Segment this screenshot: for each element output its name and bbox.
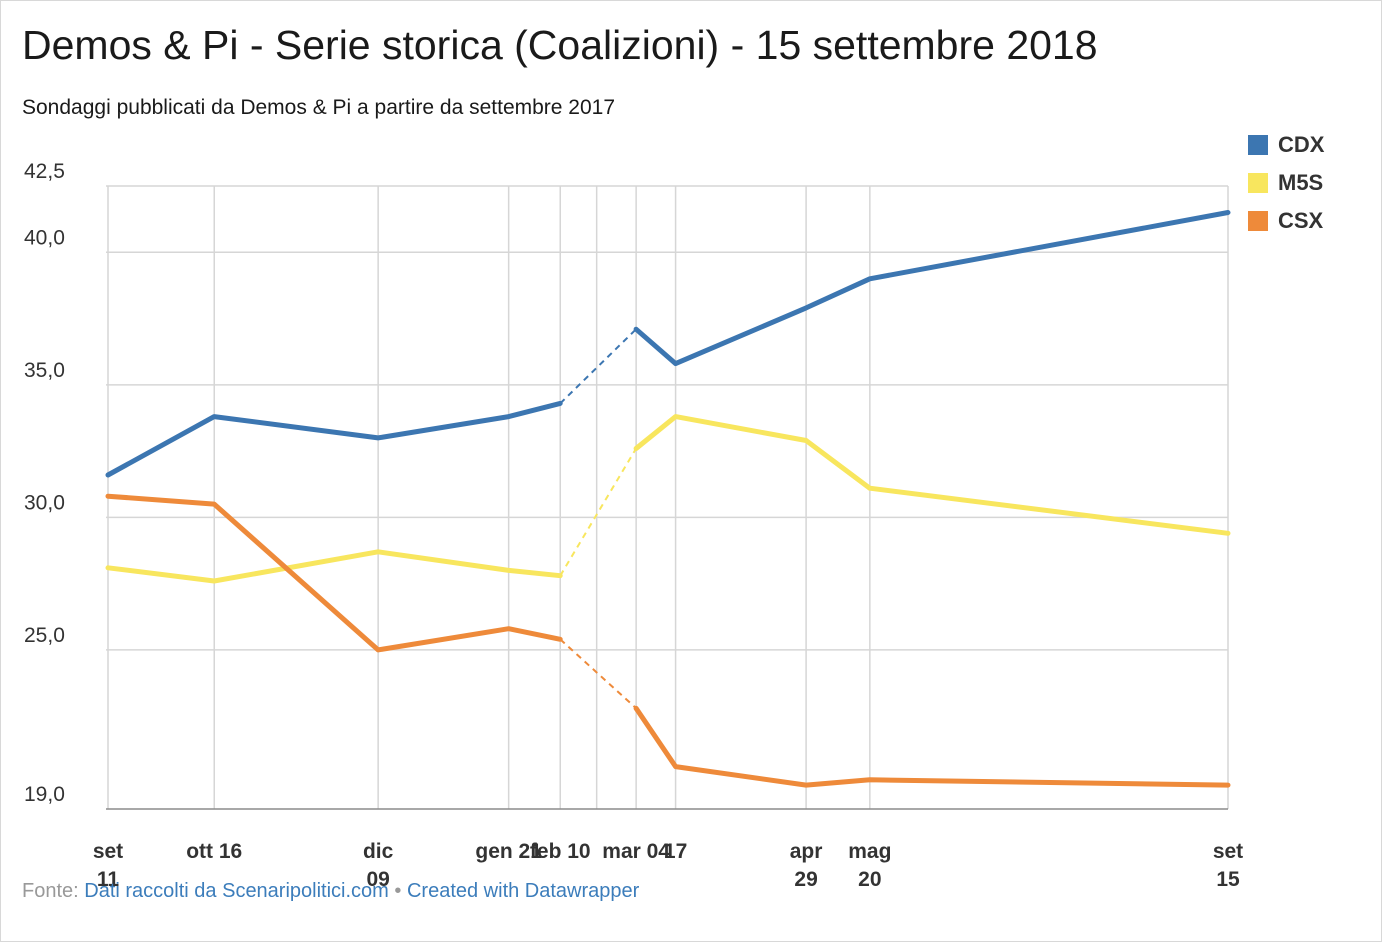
- data-point-cdx[interactable]: [804, 305, 809, 310]
- y-tick-label: 30,0: [24, 491, 65, 514]
- footer-source-label: Fonte:: [22, 880, 79, 902]
- x-tick-label: dic: [363, 840, 394, 863]
- series-line-m5s-before: [105, 549, 563, 584]
- data-point-m5s[interactable]: [1226, 531, 1230, 536]
- data-point-m5s[interactable]: [867, 486, 872, 491]
- footer-source-link[interactable]: Dati raccolti da Scenaripolitici.com: [84, 880, 389, 902]
- x-tick-label: apr: [790, 840, 823, 863]
- footer-separator: •: [394, 880, 402, 902]
- footer: Fonte: Dati raccolti da Scenaripolitici.…: [22, 880, 639, 903]
- legend-label-csx: CSX: [1278, 208, 1324, 233]
- data-point-m5s[interactable]: [558, 573, 563, 578]
- data-point-csx[interactable]: [673, 764, 678, 769]
- data-point-csx[interactable]: [506, 626, 511, 631]
- legend-swatch-m5s: [1248, 173, 1268, 193]
- x-tick-label-line2: 29: [794, 868, 817, 891]
- x-tick-label: mag: [848, 840, 891, 863]
- series-line-m5s-after: [633, 414, 1231, 536]
- y-tick-label: 35,0: [24, 359, 65, 382]
- data-point-csx[interactable]: [867, 777, 872, 782]
- series-gap-cdx: [559, 328, 637, 405]
- legend-item-m5s[interactable]: M5S: [1248, 164, 1324, 202]
- x-tick-label-line2: 15: [1216, 868, 1240, 891]
- data-point-csx[interactable]: [1226, 783, 1230, 788]
- data-point-csx[interactable]: [634, 706, 639, 711]
- legend-swatch-cdx: [1248, 135, 1268, 155]
- y-tick-label: 42,5: [24, 160, 65, 183]
- data-point-m5s[interactable]: [506, 568, 511, 573]
- data-point-m5s[interactable]: [212, 579, 217, 584]
- data-point-cdx[interactable]: [673, 361, 678, 366]
- grid-layer: [106, 185, 1229, 810]
- data-point-m5s[interactable]: [804, 438, 809, 443]
- data-point-csx[interactable]: [804, 783, 809, 788]
- x-tick-label: mar 04: [602, 840, 670, 863]
- y-tick-label: 40,0: [24, 226, 65, 249]
- y-tick-label: 25,0: [24, 624, 65, 647]
- x-tick-label-line2: 11: [97, 868, 120, 891]
- data-point-m5s[interactable]: [634, 446, 639, 451]
- series-line-csx-after: [633, 705, 1231, 788]
- data-point-cdx[interactable]: [376, 435, 381, 440]
- series-layer: [105, 210, 1231, 788]
- legend: CDX M5S CSX: [1248, 126, 1324, 240]
- legend-item-cdx[interactable]: CDX: [1248, 126, 1324, 164]
- data-point-cdx[interactable]: [506, 414, 511, 419]
- x-tick-label-line2: 20: [858, 868, 881, 891]
- y-tick-labels: 19,0 25,0 30,0 35,0 40,0 42,5: [24, 160, 65, 806]
- data-point-cdx[interactable]: [106, 472, 110, 477]
- data-point-m5s[interactable]: [673, 414, 678, 419]
- chart-subtitle: Sondaggi pubblicati da Demos & Pi a part…: [22, 96, 616, 119]
- chart-title: Demos & Pi - Serie storica (Coalizioni) …: [22, 22, 1098, 68]
- data-point-cdx[interactable]: [212, 414, 217, 419]
- x-tick-label: feb 10: [530, 840, 591, 863]
- legend-label-m5s: M5S: [1278, 170, 1324, 195]
- data-point-cdx[interactable]: [558, 401, 563, 406]
- x-tick-label: ott 16: [186, 840, 242, 863]
- x-tick-label: set: [93, 840, 123, 863]
- legend-swatch-csx: [1248, 211, 1268, 231]
- series-line-cdx-after: [633, 210, 1231, 367]
- x-tick-label: gen 21: [475, 840, 542, 863]
- data-point-cdx[interactable]: [867, 276, 872, 281]
- series-line-csx-before: [105, 493, 563, 653]
- legend-item-csx[interactable]: CSX: [1248, 202, 1324, 240]
- data-point-csx[interactable]: [106, 494, 110, 499]
- series-gap-m5s: [559, 447, 637, 577]
- footer-datawrapper-link[interactable]: Created with Datawrapper: [406, 880, 640, 902]
- data-point-csx[interactable]: [558, 637, 563, 642]
- series-line-cdx-before: [105, 400, 563, 478]
- x-tick-label: set: [1213, 840, 1243, 863]
- y-tick-label: 19,0: [24, 783, 65, 806]
- data-point-csx[interactable]: [212, 502, 217, 507]
- data-point-cdx[interactable]: [634, 327, 639, 332]
- legend-label-cdx: CDX: [1278, 132, 1325, 157]
- x-tick-label-line2: 09: [366, 868, 389, 891]
- data-point-csx[interactable]: [376, 647, 381, 652]
- data-point-cdx[interactable]: [1226, 210, 1230, 215]
- x-tick-label: 17: [664, 840, 687, 863]
- data-point-m5s[interactable]: [106, 565, 110, 570]
- data-point-m5s[interactable]: [376, 549, 381, 554]
